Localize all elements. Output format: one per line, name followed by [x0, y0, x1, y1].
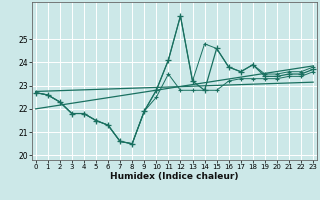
X-axis label: Humidex (Indice chaleur): Humidex (Indice chaleur) — [110, 172, 239, 181]
